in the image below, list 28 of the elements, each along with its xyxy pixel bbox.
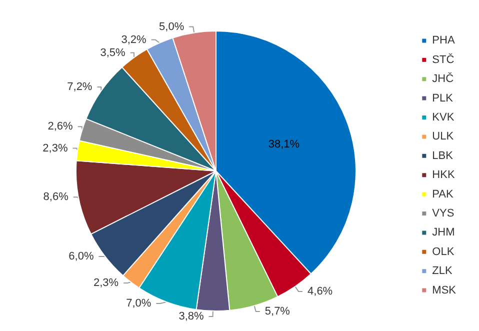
data-label: 8,6% — [43, 191, 69, 204]
legend-label: STČ — [432, 52, 454, 66]
data-label: 3,2% — [121, 34, 147, 46]
legend-label: PAK — [432, 188, 454, 200]
data-label: 38,1% — [268, 138, 300, 150]
legend-label: JHČ — [432, 72, 454, 86]
legend-label: ULK — [432, 130, 454, 143]
data-label: 2,3% — [42, 142, 68, 154]
legend-label: OLK — [432, 246, 455, 258]
data-label: 2,6% — [48, 120, 74, 133]
data-label: 5,7% — [264, 305, 290, 318]
legend-label: PLK — [432, 92, 454, 104]
legend-label: JHM — [432, 226, 455, 239]
legend-label: LBK — [432, 150, 454, 162]
legend-label: HKK — [432, 169, 456, 182]
legend-label: PHA — [432, 34, 456, 47]
legend-label: MSK — [432, 284, 457, 296]
data-label: 7,0% — [126, 298, 152, 310]
data-label: 5,0% — [159, 20, 184, 33]
data-label: 7,2% — [67, 81, 92, 93]
legend-label: VYS — [432, 208, 454, 220]
data-label: 3,5% — [100, 46, 126, 59]
data-label: 3,8% — [178, 310, 204, 322]
data-label: 6,0% — [68, 250, 94, 262]
legend-label: KVK — [432, 112, 455, 124]
data-label: 4,6% — [308, 285, 333, 298]
data-label: 2,3% — [94, 277, 119, 289]
legend-label: ZLK — [432, 265, 453, 278]
